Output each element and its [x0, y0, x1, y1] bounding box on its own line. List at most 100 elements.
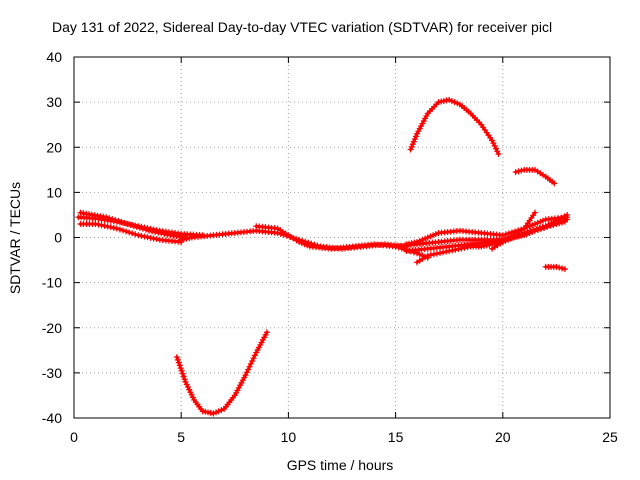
data-point [515, 168, 522, 175]
data-point [152, 229, 159, 236]
x-tick-label: 25 [602, 429, 618, 445]
data-point [118, 219, 125, 226]
data-point [559, 265, 566, 272]
data-point [424, 234, 431, 241]
data-point [123, 228, 130, 235]
x-tick-label: 20 [495, 429, 511, 445]
data-point [135, 232, 142, 239]
data-point [534, 219, 541, 226]
y-tick-label: 0 [54, 230, 62, 246]
data-point [129, 230, 136, 237]
data-point [449, 247, 456, 254]
data-point [250, 355, 257, 362]
data-point [95, 221, 102, 228]
data-point [263, 329, 270, 336]
y-tick-label: 30 [46, 94, 62, 110]
data-point [104, 223, 111, 230]
y-axis-label: SDTVAR / TECUs [7, 182, 23, 294]
data-point [116, 226, 123, 233]
data-point [130, 222, 137, 229]
data-point [164, 231, 171, 238]
data-point [529, 222, 536, 229]
data-point [139, 225, 146, 232]
data-point [113, 225, 120, 232]
grid-lines [74, 57, 610, 418]
data-point [409, 141, 416, 148]
y-tick-label: -40 [42, 410, 62, 426]
data-point [531, 220, 538, 227]
data-point [296, 239, 303, 246]
y-tick-label: -20 [42, 320, 62, 336]
y-tick-label: -30 [42, 365, 62, 381]
y-tick-label: 10 [46, 184, 62, 200]
data-point [491, 142, 498, 149]
data-point [448, 97, 455, 104]
data-point [178, 367, 185, 374]
data-point [419, 236, 426, 243]
data-point [138, 232, 145, 239]
data-point [427, 251, 434, 258]
data-point [454, 100, 461, 107]
data-point [505, 230, 512, 237]
data-point [112, 217, 119, 224]
data-point [410, 138, 417, 145]
x-tick-label: 5 [177, 429, 185, 445]
data-point [451, 99, 458, 106]
axis-ticks: 0 5 10 15 20 25 40 30 20 10 0 -10 -20 -30 -40 [42, 49, 618, 445]
data-point [180, 373, 187, 380]
data-point [301, 241, 308, 248]
data-point [173, 354, 180, 361]
y-tick-label: -10 [42, 275, 62, 291]
data-point [539, 224, 546, 231]
data-point [101, 222, 108, 229]
data-point [153, 236, 160, 243]
data-point [433, 250, 440, 257]
data-point [177, 365, 184, 372]
data-point [215, 408, 222, 415]
data-point [492, 145, 499, 152]
data-point [499, 232, 506, 239]
data-point [149, 228, 156, 235]
data-point [430, 232, 437, 239]
data-point [561, 266, 568, 273]
data-point [422, 235, 429, 242]
data-point [512, 169, 519, 176]
data-point [133, 223, 140, 230]
data-point [144, 234, 151, 241]
data-point [92, 220, 99, 227]
data-point [147, 234, 154, 241]
data-point [158, 230, 165, 237]
data-point [502, 231, 509, 238]
data-point [126, 229, 133, 236]
data-point [107, 224, 114, 231]
data-point [526, 223, 533, 230]
data-point [537, 218, 544, 225]
data-point [150, 235, 157, 242]
data-point [106, 215, 113, 222]
data-point [561, 218, 568, 225]
data-point [304, 242, 311, 249]
data-point [109, 216, 116, 223]
data-point [533, 226, 540, 233]
data-point [246, 363, 253, 370]
data-point [242, 372, 249, 379]
data-point [540, 217, 546, 224]
x-tick-label: 0 [70, 429, 78, 445]
data-point [243, 369, 250, 376]
data-point [141, 233, 148, 240]
series-arc-12 [407, 96, 502, 158]
data-point [446, 96, 453, 103]
data-point [408, 143, 415, 150]
data-point [490, 140, 497, 147]
data-point [210, 410, 217, 417]
data-point [452, 246, 459, 253]
series-arc-2 [77, 220, 185, 246]
data-point [120, 227, 127, 234]
data-point [551, 180, 558, 187]
x-tick-label: 10 [281, 429, 297, 445]
data-point [161, 230, 168, 237]
data-point [412, 133, 419, 140]
data-point [489, 137, 496, 144]
